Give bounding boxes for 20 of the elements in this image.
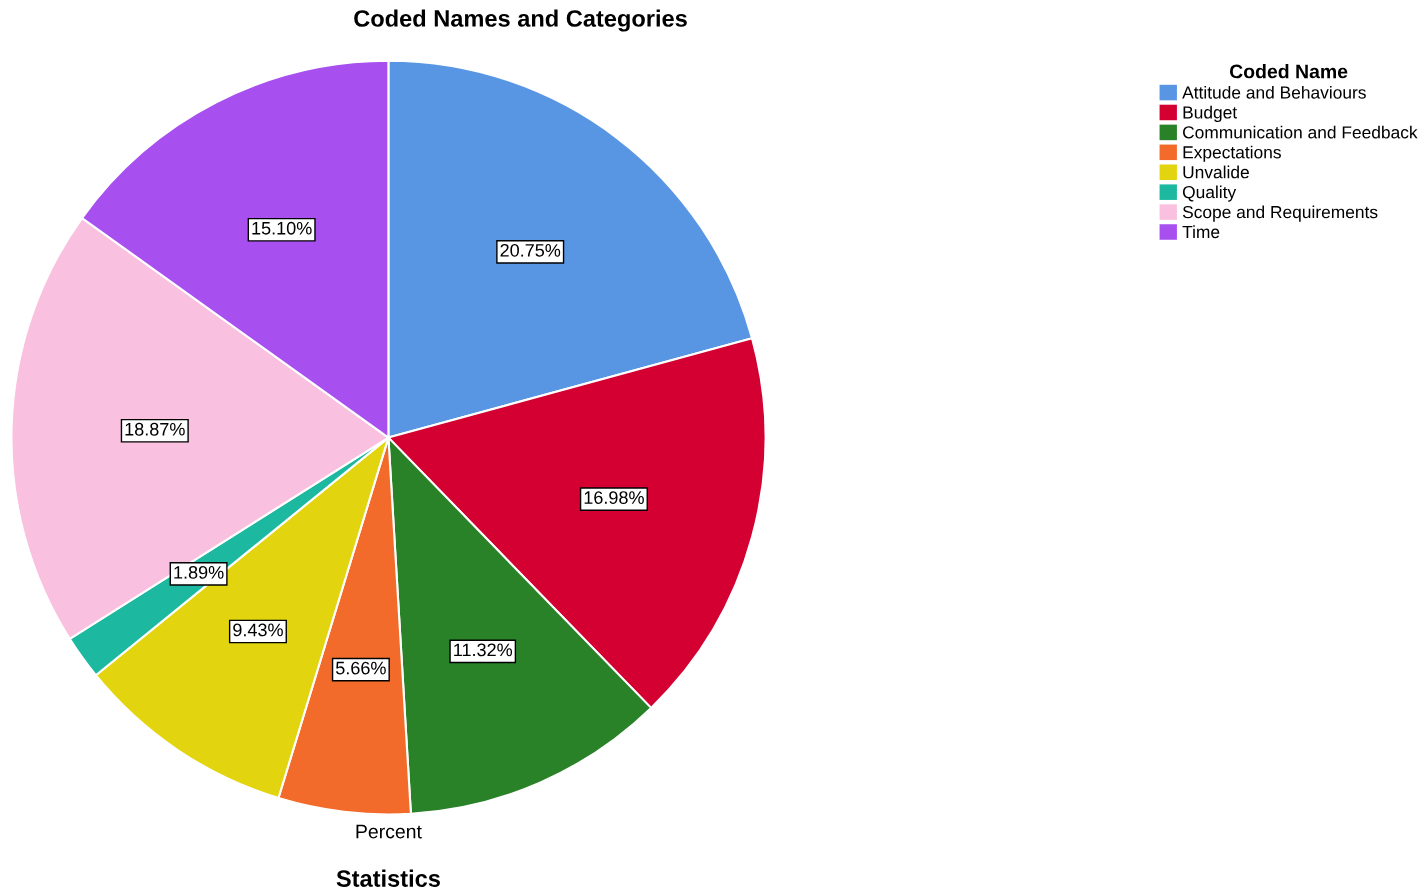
legend-label: Scope and Requirements [1182, 205, 1378, 222]
legend-title: Coded Name [1229, 64, 1348, 79]
legend-label: Unvalide [1183, 165, 1249, 179]
legend-label: Time [1182, 225, 1220, 239]
data-label: 1.89% [174, 565, 224, 579]
data-label: 5.66% [336, 661, 386, 675]
data-label: 9.43% [233, 623, 283, 637]
chart-title: Coded Names and Categories [354, 9, 687, 32]
legend-label: Attitude and Behaviours [1182, 85, 1366, 99]
data-label: 18.87% [125, 422, 185, 436]
legend-label: Budget [1183, 105, 1238, 123]
text: Percent [356, 824, 422, 839]
legend-label: Communication and Feedback [1183, 125, 1418, 139]
data-label: 16.98% [584, 491, 644, 504]
legend-label: Quality [1182, 185, 1237, 202]
legend-label: Expectations [1183, 145, 1281, 162]
data-label: 15.10% [252, 221, 312, 235]
data-label: 20.75% [500, 243, 561, 257]
text: Statistics [336, 869, 440, 887]
data-label: 11.32% [454, 643, 513, 657]
